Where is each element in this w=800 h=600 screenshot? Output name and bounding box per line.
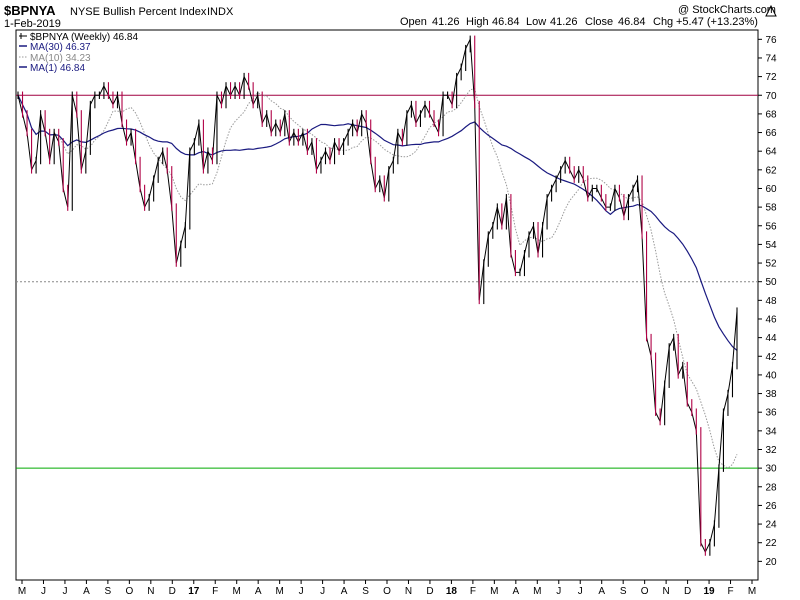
y-tick-label: 68 (765, 109, 777, 120)
y-tick-label: 58 (765, 203, 777, 214)
legend-price: $BPNYA (Weekly) 46.84 (30, 32, 138, 43)
x-tick-label: J (41, 586, 46, 597)
open-value: 41.26 (432, 16, 460, 28)
y-tick-label: 46 (765, 314, 777, 325)
x-tick-label: M (748, 586, 756, 597)
x-tick-label: A (255, 586, 262, 597)
x-tick-label: A (598, 586, 605, 597)
symbol-label: $BPNYA (4, 3, 56, 18)
y-tick-label: 22 (765, 538, 777, 549)
x-tick-label: J (299, 586, 304, 597)
chg-label: Chg (653, 16, 673, 28)
x-tick-label: A (83, 586, 90, 597)
y-tick-label: 72 (765, 72, 777, 83)
x-tick-label: N (405, 586, 412, 597)
x-tick-label: 17 (188, 586, 200, 597)
y-tick-label: 64 (765, 147, 777, 158)
x-tick-label: O (641, 586, 649, 597)
y-tick-label: 74 (765, 53, 777, 64)
x-tick-label: M (533, 586, 541, 597)
x-tick-label: S (362, 586, 369, 597)
x-tick-label: D (684, 586, 691, 597)
x-tick-label: M (18, 586, 26, 597)
y-tick-label: 50 (765, 277, 777, 288)
y-tick-label: 38 (765, 389, 777, 400)
y-tick-label: 60 (765, 184, 777, 195)
y-tick-label: 42 (765, 352, 777, 363)
x-tick-label: 19 (703, 586, 715, 597)
date-label: 1-Feb-2019 (4, 18, 61, 30)
x-tick-label: J (556, 586, 561, 597)
legend: $BPNYA (Weekly) 46.84 MA(30) 46.37 MA(10… (19, 32, 138, 74)
chg-value: +5.47 (+13.23%) (676, 16, 758, 28)
x-tick-label: J (62, 586, 67, 597)
stockcharts-triangle-icon (765, 4, 777, 17)
low-label: Low (526, 16, 546, 28)
y-tick-label: 34 (765, 426, 777, 437)
x-tick-label: 18 (446, 586, 458, 597)
high-value: 46.84 (492, 16, 520, 28)
y-tick-label: 44 (765, 333, 777, 344)
index-name: NYSE Bullish Percent Index (70, 6, 207, 18)
y-tick-label: 28 (765, 482, 777, 493)
legend-ma1: MA(1) 46.84 (30, 63, 85, 74)
y-tick-label: 54 (765, 240, 777, 251)
x-tick-label: F (470, 586, 476, 597)
y-tick-label: 70 (765, 91, 777, 102)
x-tick-label: N (663, 586, 670, 597)
x-tick-label: D (169, 586, 176, 597)
x-tick-label: N (147, 586, 154, 597)
open-label: Open (400, 16, 427, 28)
reference-lines (16, 94, 758, 469)
y-tick-label: 20 (765, 557, 777, 568)
y-tick-label: 62 (765, 165, 777, 176)
close-value: 46.84 (618, 16, 646, 28)
y-tick-label: 76 (765, 35, 777, 46)
ma1-line (17, 37, 738, 554)
low-value: 41.26 (550, 16, 578, 28)
x-tick-label: M (490, 586, 498, 597)
legend-ma10: MA(10) 34.23 (30, 53, 91, 64)
x-axis: M J J A S O N D 17 F M A M J J A S O N D 18 F M A M J J A S O N D 19 F M (18, 580, 756, 597)
close-label: Close (585, 16, 613, 28)
y-tick-label: 36 (765, 408, 777, 419)
ma30-line (17, 95, 738, 351)
x-tick-label: J (320, 586, 325, 597)
high-label: High (466, 16, 489, 28)
x-tick-label: M (233, 586, 241, 597)
x-tick-label: J (578, 586, 583, 597)
x-tick-label: A (512, 586, 519, 597)
price-bars (17, 35, 738, 556)
x-tick-label: S (105, 586, 112, 597)
legend-ma30: MA(30) 46.37 (30, 42, 91, 53)
ma10-line (17, 88, 738, 469)
y-axis: 20 22 24 26 28 30 32 34 36 38 40 42 44 46 48 50 52 54 56 58… (758, 35, 777, 568)
x-tick-label: M (275, 586, 283, 597)
y-tick-label: 66 (765, 128, 777, 139)
brand-label: @ StockCharts.com (678, 4, 776, 16)
exchange-label: INDX (207, 6, 234, 18)
x-tick-label: F (727, 586, 733, 597)
x-tick-label: O (125, 586, 133, 597)
y-tick-label: 40 (765, 370, 777, 381)
x-tick-label: S (620, 586, 627, 597)
y-tick-label: 30 (765, 464, 777, 475)
y-tick-label: 24 (765, 520, 777, 531)
y-tick-label: 52 (765, 259, 777, 270)
y-tick-label: 32 (765, 445, 777, 456)
x-tick-label: O (383, 586, 391, 597)
y-tick-label: 26 (765, 501, 777, 512)
x-tick-label: F (212, 586, 218, 597)
x-tick-label: D (426, 586, 433, 597)
y-tick-label: 48 (765, 296, 777, 307)
y-tick-label: 56 (765, 221, 777, 232)
x-tick-label: A (341, 586, 348, 597)
series-lines (17, 37, 738, 554)
